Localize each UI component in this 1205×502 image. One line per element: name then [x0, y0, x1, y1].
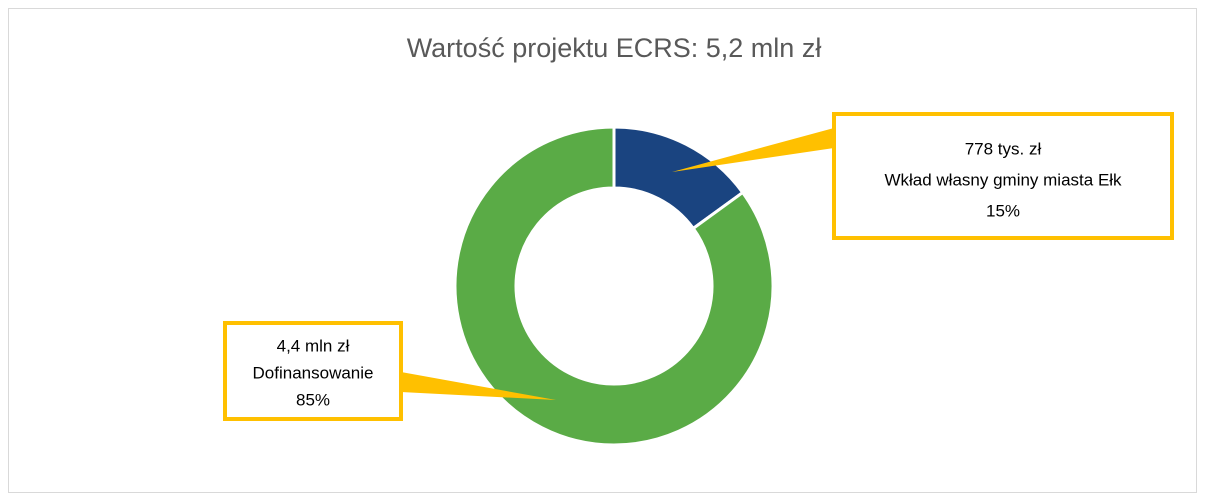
value-label: 85%	[296, 390, 330, 409]
chart-title: Wartość projektu ECRS: 5,2 mln zł	[407, 33, 822, 63]
donut-slice	[453, 125, 775, 447]
amount-label: 4,4 mln zł	[277, 336, 350, 355]
amount-label: 778 tys. zł	[965, 139, 1042, 158]
data-label-box	[832, 112, 1174, 240]
category-label: Wkład własny gminy miasta Ełk	[884, 170, 1122, 189]
category-label: Dofinansowanie	[253, 363, 374, 382]
leader-line	[401, 372, 556, 400]
leader-line	[672, 128, 834, 172]
data-label-box	[223, 321, 403, 421]
value-label: 15%	[986, 201, 1020, 220]
